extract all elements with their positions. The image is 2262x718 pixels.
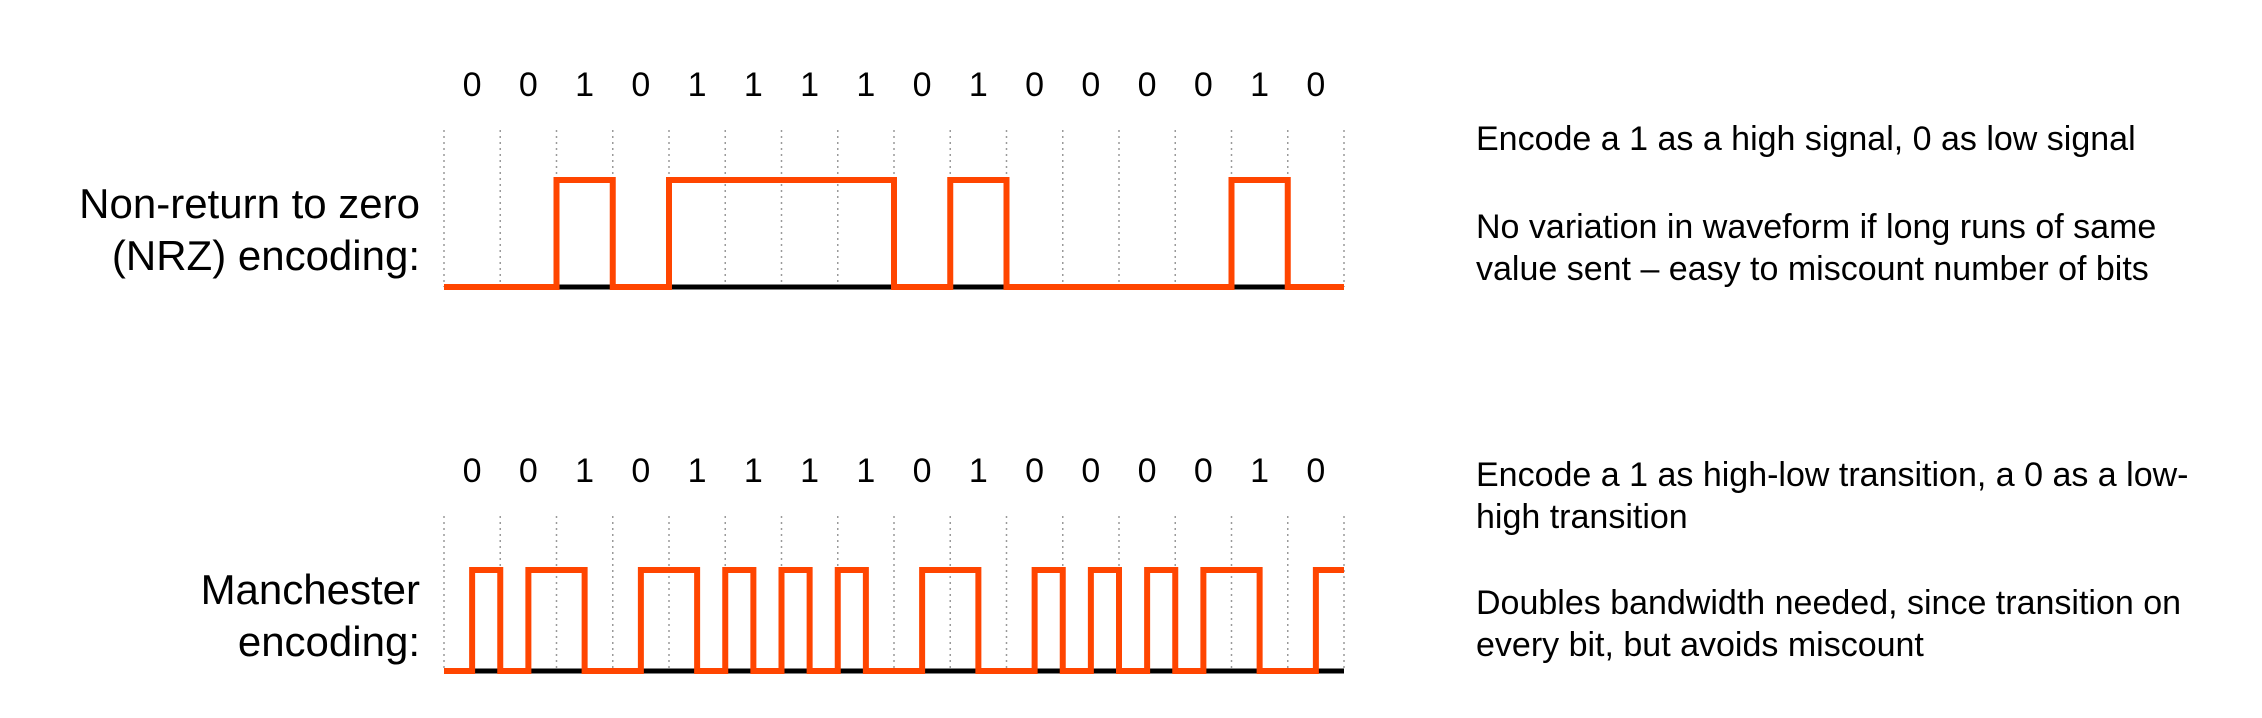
nrz-bit-label: 1: [800, 66, 819, 104]
nrz-bit-label: 0: [463, 66, 482, 104]
manchester-bit-label: 1: [856, 452, 875, 490]
manchester-bit-label: 1: [969, 452, 988, 490]
manchester-waveform: [444, 567, 1344, 674]
manchester-note-2: Doubles bandwidth needed, since transiti…: [1476, 584, 2182, 664]
nrz-waveform: [444, 177, 1344, 290]
nrz-bit-label: 1: [969, 66, 988, 104]
manchester-bit-label: 0: [463, 452, 482, 490]
manchester-bit-label: 1: [744, 452, 763, 490]
manchester-bit-label: 0: [519, 452, 538, 490]
manchester-bit-label: 0: [1194, 452, 1213, 490]
nrz-label-line2: (NRZ) encoding:: [111, 232, 420, 279]
nrz-bit-label: 1: [744, 66, 763, 104]
manchester-bit-label: 0: [1025, 452, 1044, 490]
nrz-bit-label: 0: [1194, 66, 1213, 104]
manchester-bit-label: 0: [631, 452, 650, 490]
nrz-bit-label: 1: [1250, 66, 1269, 104]
manchester-bit-label: 1: [800, 452, 819, 490]
manchester-bit-label: 1: [1250, 452, 1269, 490]
nrz-label: Non-return to zero (NRZ) encoding:: [20, 178, 420, 282]
nrz-bit-label: 0: [1025, 66, 1044, 104]
nrz-note-2: No variation in waveform if long runs of…: [1476, 208, 2157, 288]
nrz-bit-label: 1: [575, 66, 594, 104]
manchester-bit-label: 0: [913, 452, 932, 490]
nrz-bit-label: 0: [1081, 66, 1100, 104]
nrz-bit-label: 0: [913, 66, 932, 104]
nrz-bit-label: 0: [519, 66, 538, 104]
manchester-label: Manchester encoding:: [20, 564, 420, 668]
nrz-label-line1: Non-return to zero: [79, 180, 420, 227]
nrz-bit-label: 1: [856, 66, 875, 104]
manchester-label-line1: Manchester: [200, 566, 420, 613]
nrz-note-1: Encode a 1 as a high signal, 0 as low si…: [1476, 120, 2136, 158]
manchester-bit-label: 1: [575, 452, 594, 490]
manchester-bit-label: 1: [688, 452, 707, 490]
nrz-bit-label: 0: [1138, 66, 1157, 104]
manchester-bit-label: 0: [1081, 452, 1100, 490]
manchester-bit-label: 0: [1306, 452, 1325, 490]
manchester-label-line2: encoding:: [237, 618, 420, 665]
nrz-bit-label: 0: [1306, 66, 1325, 104]
nrz-bit-label: 0: [631, 66, 650, 104]
nrz-bit-label: 1: [688, 66, 707, 104]
manchester-bit-label: 0: [1138, 452, 1157, 490]
manchester-note-1: Encode a 1 as high-low transition, a 0 a…: [1476, 456, 2189, 536]
